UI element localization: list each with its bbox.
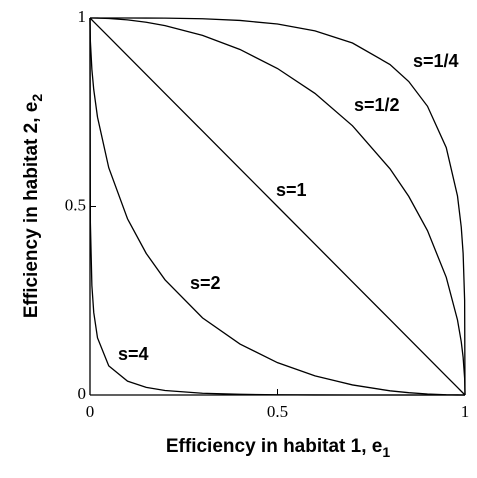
x-tick-label: 1 xyxy=(461,402,470,421)
y-tick-label: 1 xyxy=(78,7,87,26)
x-axis-label: Efficiency in habitat 1, e1 xyxy=(166,436,390,460)
curve-label: s=1/4 xyxy=(413,51,459,71)
curve xyxy=(89,17,465,396)
y-tick-label: 0.5 xyxy=(65,195,86,214)
curve xyxy=(90,17,466,396)
curve-label: s=4 xyxy=(118,344,149,364)
y-tick-label: 0 xyxy=(78,384,87,403)
x-tick-label: 0.5 xyxy=(267,402,288,421)
curve-label: s=1/2 xyxy=(354,95,400,115)
curve xyxy=(89,17,466,396)
curve-label: s=2 xyxy=(190,273,221,293)
y-axis-label: Efficiency in habitat 2, e2 xyxy=(21,94,45,318)
x-tick-label: 0 xyxy=(86,402,95,421)
curve-label: s=1 xyxy=(276,180,307,200)
